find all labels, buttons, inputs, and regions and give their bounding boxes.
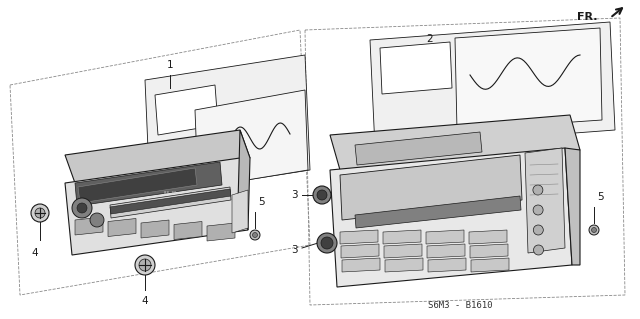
- Circle shape: [591, 227, 596, 233]
- Circle shape: [139, 259, 151, 271]
- Text: S6M3 - B1610: S6M3 - B1610: [428, 301, 492, 310]
- Polygon shape: [330, 148, 572, 287]
- Circle shape: [135, 255, 155, 275]
- Polygon shape: [455, 28, 602, 130]
- Polygon shape: [78, 168, 197, 203]
- Polygon shape: [355, 132, 482, 165]
- Polygon shape: [195, 90, 308, 188]
- Circle shape: [90, 213, 104, 227]
- Text: 5: 5: [258, 197, 264, 207]
- Polygon shape: [385, 258, 423, 272]
- Polygon shape: [525, 148, 565, 253]
- Text: 4: 4: [32, 248, 38, 258]
- Polygon shape: [238, 130, 250, 230]
- Text: 2: 2: [427, 34, 433, 44]
- Polygon shape: [141, 220, 169, 238]
- Polygon shape: [145, 55, 310, 195]
- Text: 3: 3: [291, 245, 298, 255]
- Circle shape: [313, 186, 331, 204]
- Polygon shape: [426, 230, 464, 244]
- Polygon shape: [341, 244, 379, 258]
- Text: 88 88: 88 88: [164, 191, 176, 195]
- Polygon shape: [470, 244, 508, 258]
- Polygon shape: [565, 148, 580, 265]
- Circle shape: [533, 185, 543, 195]
- Polygon shape: [380, 42, 452, 94]
- Circle shape: [321, 237, 333, 249]
- Polygon shape: [75, 162, 222, 206]
- Polygon shape: [10, 30, 310, 295]
- Circle shape: [533, 205, 543, 215]
- Circle shape: [534, 245, 543, 255]
- Polygon shape: [65, 158, 248, 255]
- Polygon shape: [428, 258, 466, 272]
- Circle shape: [250, 230, 260, 240]
- Polygon shape: [65, 130, 250, 183]
- Polygon shape: [469, 230, 507, 244]
- Polygon shape: [174, 221, 202, 240]
- Polygon shape: [342, 258, 380, 272]
- Polygon shape: [75, 217, 103, 235]
- Circle shape: [253, 233, 257, 238]
- Polygon shape: [110, 189, 231, 214]
- Text: FR.: FR.: [577, 12, 598, 22]
- Text: 4: 4: [141, 296, 148, 306]
- Polygon shape: [383, 230, 421, 244]
- Polygon shape: [232, 190, 248, 233]
- Circle shape: [31, 204, 49, 222]
- Polygon shape: [340, 155, 522, 220]
- Circle shape: [317, 190, 327, 200]
- Polygon shape: [207, 223, 235, 241]
- Polygon shape: [355, 196, 521, 228]
- Polygon shape: [471, 258, 509, 272]
- Polygon shape: [330, 115, 580, 170]
- Circle shape: [317, 233, 337, 253]
- Text: 3: 3: [291, 190, 298, 200]
- Text: 5: 5: [597, 192, 604, 202]
- Circle shape: [77, 203, 87, 213]
- Polygon shape: [340, 230, 378, 244]
- Polygon shape: [155, 85, 218, 135]
- Polygon shape: [427, 244, 465, 258]
- Polygon shape: [370, 22, 615, 148]
- Text: 1: 1: [166, 60, 173, 70]
- Circle shape: [589, 225, 599, 235]
- Polygon shape: [110, 187, 231, 218]
- Polygon shape: [108, 219, 136, 236]
- Polygon shape: [384, 244, 422, 258]
- Circle shape: [533, 225, 543, 235]
- Circle shape: [35, 208, 45, 218]
- Circle shape: [72, 198, 92, 218]
